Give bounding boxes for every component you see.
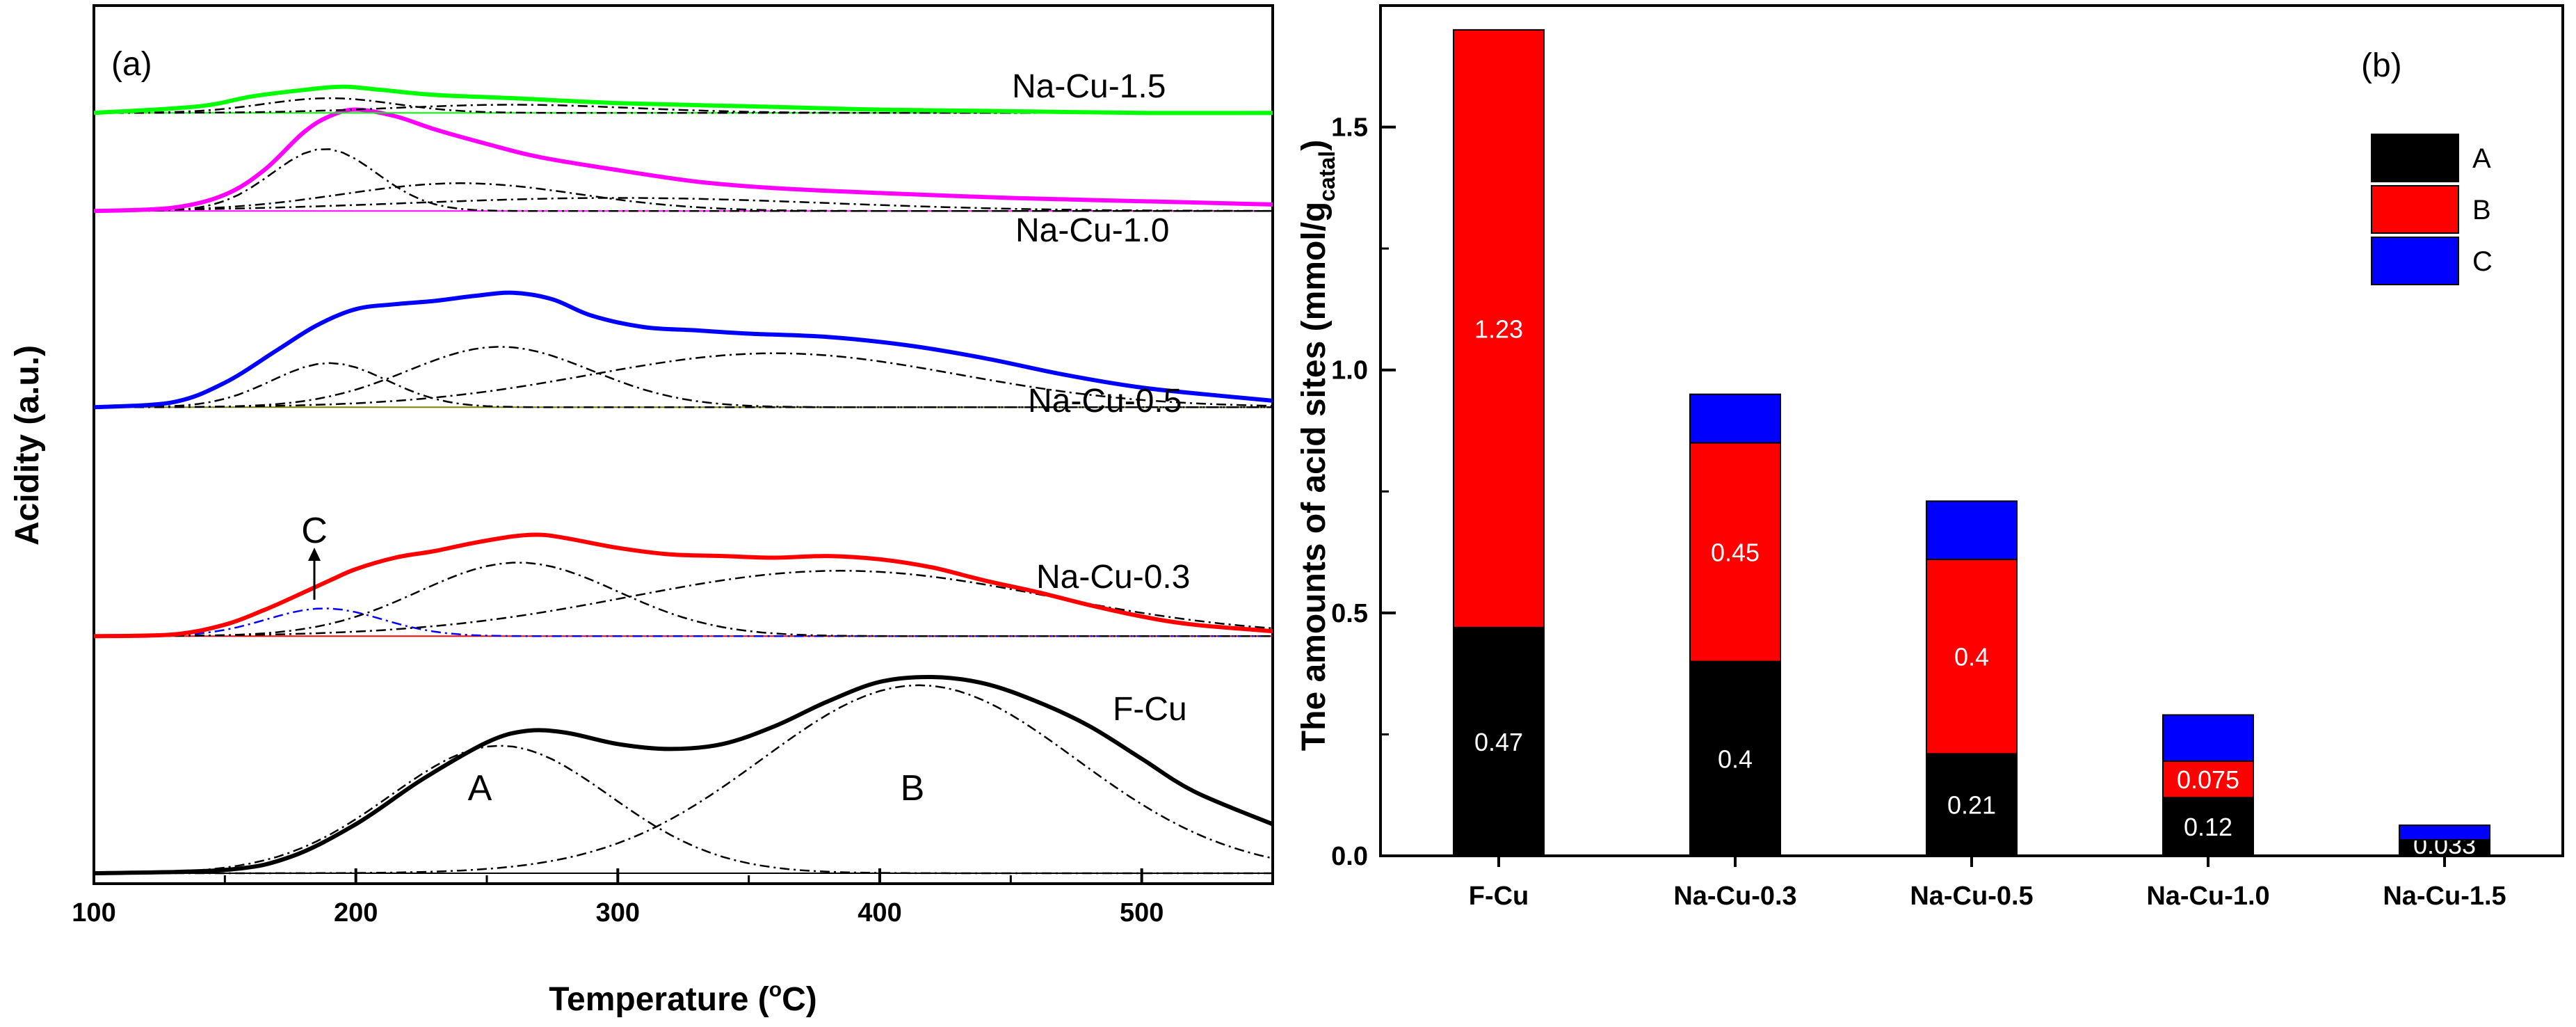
curve-label-na-cu-1-5: Na-Cu-1.5	[1012, 68, 1166, 105]
bar-B-na-cu-0-5	[1926, 559, 2018, 755]
bar-value-label: 0.12	[2184, 813, 2232, 841]
component-na-cu-1-0-1	[94, 148, 1273, 212]
legend-swatch-A	[2371, 134, 2459, 182]
bar-C-na-cu-0-5	[1926, 500, 2018, 561]
x-tick-label-100: 100	[72, 898, 115, 928]
category-label-f-cu: F-Cu	[1469, 882, 1529, 911]
panel-a-plot: F-Cu Na-Cu-0.3 Na-Cu-0.5 Na-Cu-1.0 Na-Cu-1.5	[93, 68, 1274, 875]
curve-na-cu-0-3	[93, 532, 1273, 639]
curve-label-f-cu: F-Cu	[1113, 691, 1187, 728]
bar-C-na-cu-1-5	[2399, 825, 2490, 841]
component-na-cu-0-3-2	[94, 562, 1273, 637]
panel-b-legend: ABC	[2371, 134, 2493, 285]
peak-c-arrowhead	[308, 548, 321, 561]
panel-a-y-axis-title: Acidity (a.u.)	[9, 345, 46, 546]
bar-value-label: 0.4	[1718, 745, 1753, 773]
bar-C-na-cu-0-3	[1689, 393, 1781, 444]
curve-label-na-cu-0-5: Na-Cu-0.5	[1028, 383, 1182, 420]
bar-A-f-cu	[1453, 626, 1545, 857]
legend-label-B: B	[2472, 195, 2491, 225]
panel-a-x-axis-title: Temperature (oC)	[549, 978, 817, 1018]
legend-label-C: C	[2472, 246, 2493, 277]
curve-label-na-cu-1-0: Na-Cu-1.0	[1015, 212, 1169, 249]
component-na-cu-1-0-2	[93, 182, 1273, 212]
category-label-na-cu-0-5: Na-Cu-0.5	[1910, 882, 2033, 911]
legend-swatch-B	[2371, 185, 2459, 234]
legend-swatch-C	[2371, 237, 2459, 285]
curve-label-na-cu-0-3: Na-Cu-0.3	[1036, 559, 1190, 596]
legend-label-A: A	[2472, 143, 2491, 174]
panel-b-y-axis-title: The amounts of acid sites (mmol/gcatal)	[1296, 140, 1339, 751]
peak-label-b: B	[901, 768, 925, 809]
panel-b-x-axis: F-Cu Na-Cu-0.3 Na-Cu-0.5 Na-Cu-1.0 Na-Cu-1.5	[1469, 856, 2506, 911]
curve-na-cu-0-5	[93, 290, 1273, 410]
y-tick-label-1.5: 1.5	[1331, 113, 1368, 143]
curve-f-cu	[93, 674, 1274, 875]
panel-b-label: (b)	[2361, 47, 2402, 84]
category-label-na-cu-1-0: Na-Cu-1.0	[2146, 882, 2269, 911]
bar-value-label: 0.4	[1954, 643, 1989, 671]
component-f-cu-2	[94, 684, 1273, 875]
y-tick-label-0.5: 0.5	[1331, 599, 1368, 628]
curve-na-cu-1-5	[93, 84, 1273, 116]
bar-B-f-cu	[1453, 29, 1545, 628]
x-tick-label-300: 300	[596, 898, 640, 928]
panel-b-y-axis: 0.0 0.5 1.0 1.5	[1331, 4, 1396, 871]
bar-A-na-cu-0-5	[1926, 753, 2018, 857]
component-na-cu-0-5-1	[94, 362, 1273, 408]
bar-value-label: 0.075	[2177, 765, 2239, 794]
y-tick-label-0.0: 0.0	[1331, 842, 1368, 871]
bar-value-label: 1.23	[1474, 315, 1523, 343]
bar-C-na-cu-1-0	[2162, 714, 2254, 762]
component-na-cu-0-5-3	[93, 352, 1273, 408]
bar-value-label: 0.21	[1947, 791, 1996, 820]
component-na-cu-1-0-3	[93, 197, 1273, 212]
x-tick-label-500: 500	[1120, 898, 1164, 928]
curve-na-cu-1-0	[93, 107, 1273, 214]
peak-label-c: C	[301, 511, 328, 551]
panel-a-x-axis: 100 200 300 400 500	[72, 868, 1274, 928]
x-tick-label-400: 400	[858, 898, 901, 928]
y-tick-label-1.0: 1.0	[1331, 356, 1368, 385]
component-na-cu-0-5-2	[94, 346, 1273, 408]
category-label-na-cu-1-5: Na-Cu-1.5	[2383, 882, 2506, 911]
component-f-cu-1	[93, 745, 1273, 875]
panel-a-frame	[92, 4, 1274, 885]
bar-value-label: 0.47	[1474, 728, 1523, 756]
peak-label-a: A	[468, 768, 492, 809]
bar-value-label: 0.45	[1711, 539, 1760, 567]
x-tick-label-200: 200	[334, 898, 378, 928]
bar-A-na-cu-0-3	[1689, 660, 1781, 857]
panel-a-label: (a)	[111, 46, 152, 83]
category-label-na-cu-0-3: Na-Cu-0.3	[1673, 882, 1796, 911]
